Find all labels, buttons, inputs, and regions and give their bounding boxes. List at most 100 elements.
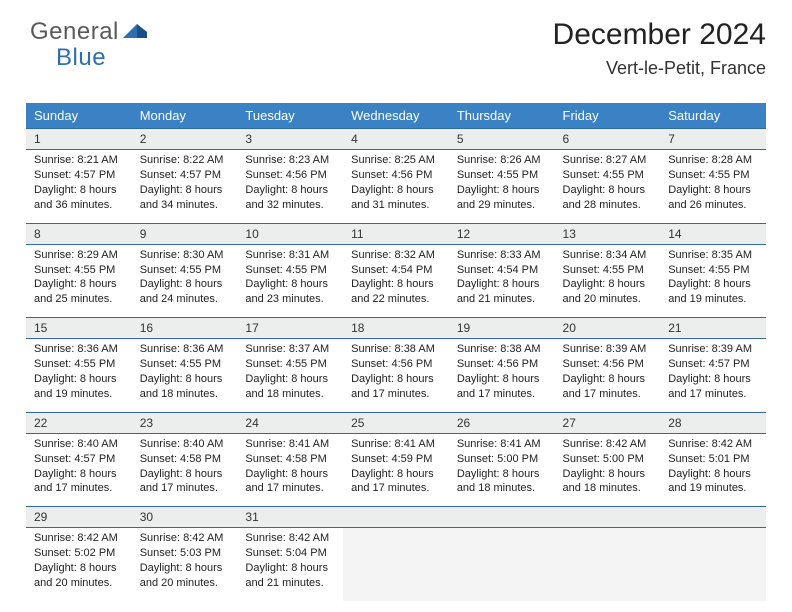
sunrise-line: Sunrise: 8:34 AM [563, 248, 653, 263]
day-details: Sunrise: 8:23 AMSunset: 4:56 PMDaylight:… [237, 150, 343, 223]
day-number: 29 [26, 507, 132, 528]
daylight-line: Daylight: 8 hours and 31 minutes. [351, 183, 441, 213]
day-number: 5 [449, 129, 555, 150]
sunset-line: Sunset: 4:56 PM [457, 357, 547, 372]
sunset-line: Sunset: 4:55 PM [140, 263, 230, 278]
sunrise-line: Sunrise: 8:26 AM [457, 153, 547, 168]
day-details: Sunrise: 8:38 AMSunset: 4:56 PMDaylight:… [449, 339, 555, 412]
sunrise-line: Sunrise: 8:42 AM [668, 437, 758, 452]
day-details: Sunrise: 8:41 AMSunset: 5:00 PMDaylight:… [449, 433, 555, 506]
header: General Blue December 2024 Vert-le-Petit… [0, 0, 792, 85]
day-detail-row: Sunrise: 8:42 AMSunset: 5:02 PMDaylight:… [26, 528, 766, 601]
sunset-line: Sunset: 4:55 PM [245, 263, 335, 278]
day-details: Sunrise: 8:34 AMSunset: 4:55 PMDaylight:… [555, 244, 661, 317]
day-number: 14 [660, 223, 766, 244]
sunset-line: Sunset: 4:55 PM [563, 263, 653, 278]
sunrise-line: Sunrise: 8:35 AM [668, 248, 758, 263]
day-number: 11 [343, 223, 449, 244]
daylight-line: Daylight: 8 hours and 17 minutes. [245, 467, 335, 497]
sunrise-line: Sunrise: 8:40 AM [140, 437, 230, 452]
sunrise-line: Sunrise: 8:40 AM [34, 437, 124, 452]
col-header: Tuesday [237, 103, 343, 129]
sunrise-line: Sunrise: 8:42 AM [245, 531, 335, 546]
day-details: Sunrise: 8:37 AMSunset: 4:55 PMDaylight:… [237, 339, 343, 412]
sunset-line: Sunset: 4:57 PM [668, 357, 758, 372]
daylight-line: Daylight: 8 hours and 17 minutes. [563, 372, 653, 402]
sunrise-line: Sunrise: 8:36 AM [140, 342, 230, 357]
daylight-line: Daylight: 8 hours and 20 minutes. [563, 277, 653, 307]
col-header: Monday [132, 103, 238, 129]
daylight-line: Daylight: 8 hours and 28 minutes. [563, 183, 653, 213]
day-number [449, 507, 555, 528]
day-number: 9 [132, 223, 238, 244]
sunrise-line: Sunrise: 8:22 AM [140, 153, 230, 168]
day-number-row: 293031 [26, 507, 766, 528]
day-details: Sunrise: 8:26 AMSunset: 4:55 PMDaylight:… [449, 150, 555, 223]
sunrise-line: Sunrise: 8:41 AM [245, 437, 335, 452]
day-number: 8 [26, 223, 132, 244]
daylight-line: Daylight: 8 hours and 17 minutes. [140, 467, 230, 497]
sunrise-line: Sunrise: 8:42 AM [140, 531, 230, 546]
day-number: 13 [555, 223, 661, 244]
day-number-row: 15161718192021 [26, 318, 766, 339]
day-number: 20 [555, 318, 661, 339]
sunset-line: Sunset: 5:01 PM [668, 452, 758, 467]
daylight-line: Daylight: 8 hours and 18 minutes. [563, 467, 653, 497]
daylight-line: Daylight: 8 hours and 24 minutes. [140, 277, 230, 307]
day-details: Sunrise: 8:21 AMSunset: 4:57 PMDaylight:… [26, 150, 132, 223]
day-number: 1 [26, 129, 132, 150]
day-header-row: Sunday Monday Tuesday Wednesday Thursday… [26, 103, 766, 129]
day-number: 2 [132, 129, 238, 150]
calendar-table: Sunday Monday Tuesday Wednesday Thursday… [26, 103, 766, 601]
sunset-line: Sunset: 4:54 PM [351, 263, 441, 278]
col-header: Friday [555, 103, 661, 129]
sunrise-line: Sunrise: 8:41 AM [351, 437, 441, 452]
day-number: 4 [343, 129, 449, 150]
brand-logo: General Blue [30, 18, 149, 46]
day-number: 24 [237, 412, 343, 433]
sunrise-line: Sunrise: 8:30 AM [140, 248, 230, 263]
col-header: Thursday [449, 103, 555, 129]
sunrise-line: Sunrise: 8:42 AM [34, 531, 124, 546]
day-details: Sunrise: 8:41 AMSunset: 4:59 PMDaylight:… [343, 433, 449, 506]
day-details: Sunrise: 8:42 AMSunset: 5:01 PMDaylight:… [660, 433, 766, 506]
col-header: Wednesday [343, 103, 449, 129]
sunrise-line: Sunrise: 8:41 AM [457, 437, 547, 452]
day-number: 17 [237, 318, 343, 339]
day-details [555, 528, 661, 601]
day-number: 10 [237, 223, 343, 244]
day-number: 26 [449, 412, 555, 433]
daylight-line: Daylight: 8 hours and 22 minutes. [351, 277, 441, 307]
day-details: Sunrise: 8:30 AMSunset: 4:55 PMDaylight:… [132, 244, 238, 317]
day-number: 25 [343, 412, 449, 433]
day-details [343, 528, 449, 601]
day-number-row: 1234567 [26, 129, 766, 150]
daylight-line: Daylight: 8 hours and 21 minutes. [245, 561, 335, 591]
sunrise-line: Sunrise: 8:29 AM [34, 248, 124, 263]
col-header: Saturday [660, 103, 766, 129]
sunset-line: Sunset: 5:04 PM [245, 546, 335, 561]
day-details: Sunrise: 8:36 AMSunset: 4:55 PMDaylight:… [132, 339, 238, 412]
day-details: Sunrise: 8:29 AMSunset: 4:55 PMDaylight:… [26, 244, 132, 317]
sunset-line: Sunset: 4:56 PM [351, 357, 441, 372]
sunset-line: Sunset: 4:55 PM [563, 168, 653, 183]
sunset-line: Sunset: 4:58 PM [140, 452, 230, 467]
sunrise-line: Sunrise: 8:42 AM [563, 437, 653, 452]
day-details: Sunrise: 8:40 AMSunset: 4:58 PMDaylight:… [132, 433, 238, 506]
day-number: 22 [26, 412, 132, 433]
sunset-line: Sunset: 5:00 PM [457, 452, 547, 467]
day-details: Sunrise: 8:31 AMSunset: 4:55 PMDaylight:… [237, 244, 343, 317]
day-details: Sunrise: 8:42 AMSunset: 5:00 PMDaylight:… [555, 433, 661, 506]
day-details: Sunrise: 8:40 AMSunset: 4:57 PMDaylight:… [26, 433, 132, 506]
calendar-body: 1234567Sunrise: 8:21 AMSunset: 4:57 PMDa… [26, 129, 766, 601]
sunrise-line: Sunrise: 8:38 AM [457, 342, 547, 357]
day-number: 27 [555, 412, 661, 433]
sunset-line: Sunset: 4:59 PM [351, 452, 441, 467]
daylight-line: Daylight: 8 hours and 18 minutes. [457, 467, 547, 497]
daylight-line: Daylight: 8 hours and 34 minutes. [140, 183, 230, 213]
sunrise-line: Sunrise: 8:39 AM [668, 342, 758, 357]
daylight-line: Daylight: 8 hours and 17 minutes. [351, 467, 441, 497]
sunset-line: Sunset: 4:55 PM [668, 168, 758, 183]
day-number: 3 [237, 129, 343, 150]
sunset-line: Sunset: 4:56 PM [563, 357, 653, 372]
